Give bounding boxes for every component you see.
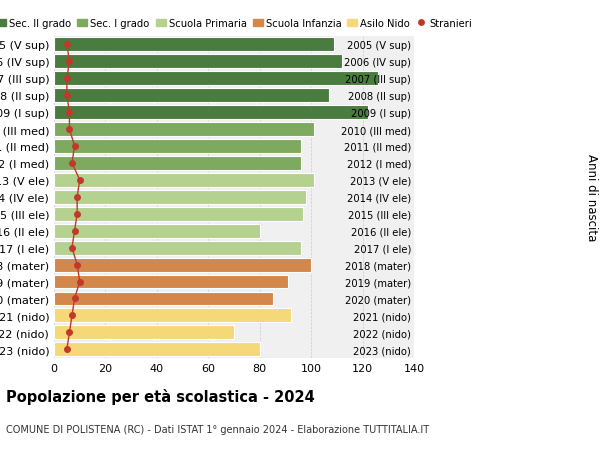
Bar	[54, 258, 311, 272]
Bar	[54, 72, 378, 86]
Text: Anni di nascita: Anni di nascita	[584, 154, 598, 241]
Bar	[54, 174, 314, 187]
Bar	[54, 275, 288, 289]
Bar	[54, 207, 304, 221]
Text: COMUNE DI POLISTENA (RC) - Dati ISTAT 1° gennaio 2024 - Elaborazione TUTTITALIA.: COMUNE DI POLISTENA (RC) - Dati ISTAT 1°…	[6, 425, 429, 435]
Bar	[54, 241, 301, 255]
Bar	[54, 106, 368, 120]
Bar	[54, 224, 260, 238]
Bar	[54, 190, 306, 204]
Bar	[54, 292, 272, 306]
Text: Popolazione per età scolastica - 2024: Popolazione per età scolastica - 2024	[6, 388, 315, 404]
Bar	[54, 140, 301, 154]
Legend: Sec. II grado, Sec. I grado, Scuola Primaria, Scuola Infanzia, Asilo Nido, Stran: Sec. II grado, Sec. I grado, Scuola Prim…	[0, 18, 472, 28]
Bar	[54, 38, 334, 52]
Bar	[54, 309, 290, 323]
Bar	[54, 342, 260, 357]
Bar	[54, 326, 234, 340]
Bar	[54, 123, 314, 137]
Bar	[54, 89, 329, 103]
Bar	[54, 157, 301, 170]
Bar	[54, 55, 342, 69]
